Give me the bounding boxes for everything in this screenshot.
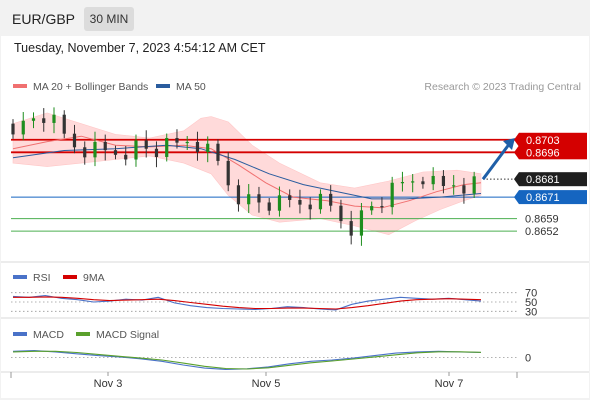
rsi-tick-label: 30: [525, 306, 537, 318]
x-axis: Nov 3 Nov 5 Nov 7: [10, 372, 518, 390]
macd-swatch: [13, 332, 27, 336]
rsi-swatch: [13, 275, 27, 279]
candle-body: [277, 195, 282, 211]
candle-body: [421, 181, 425, 185]
x-axis-label: Nov 7: [435, 378, 464, 390]
candle-body: [359, 210, 364, 236]
arrow-head: [503, 137, 515, 150]
candle-body: [113, 150, 118, 155]
candle-body: [441, 175, 446, 186]
candle-body: [308, 204, 312, 210]
candle-body: [11, 123, 15, 135]
candle-body: [134, 140, 138, 160]
copyright-text: Research © 2023 Trading Central: [424, 81, 581, 93]
candle-body: [247, 194, 251, 205]
resistance-level-label-pointer: [514, 145, 519, 160]
candle-body: [390, 182, 394, 208]
candle-body: [83, 147, 87, 158]
macd-signal-swatch: [76, 332, 90, 336]
rsi-tick-label: 70: [525, 288, 537, 300]
pivot-level-label-pointer: [514, 190, 519, 205]
toolbar: EUR/GBP 30 MIN: [1, 0, 590, 36]
symbol-label: EUR/GBP: [12, 11, 76, 27]
candle-body: [226, 160, 230, 186]
candle-body: [236, 185, 241, 205]
candle-body: [165, 137, 169, 157]
candle-body: [318, 193, 323, 210]
candle-body: [431, 175, 435, 185]
rsi-tick-label: 50: [525, 297, 537, 309]
resistance-level-label-pointer: [514, 132, 519, 147]
candle-body: [329, 193, 333, 206]
current-price-label-pointer: [514, 172, 519, 187]
candle-body: [349, 221, 353, 236]
ma50-legend: MA 50: [176, 81, 206, 93]
candle-body: [31, 118, 36, 121]
ma50-swatch: [156, 84, 170, 88]
candle-body: [21, 120, 25, 135]
x-axis-label: Nov 3: [94, 378, 123, 390]
rsi-ma-swatch: [63, 275, 77, 279]
candle-body: [370, 206, 374, 211]
pivot-level-label: 0.8671: [526, 192, 560, 204]
candle-body: [462, 185, 466, 194]
candle-body: [195, 141, 200, 152]
candle-body: [42, 118, 46, 123]
projection-arrow: [481, 142, 512, 181]
candle-body: [452, 185, 456, 187]
candle-body: [339, 205, 343, 222]
current-price-label: 0.8681: [526, 174, 560, 186]
candle-body: [124, 154, 128, 160]
candle-body: [298, 199, 302, 205]
candle-body: [216, 143, 220, 161]
support-level-label: 0.8652: [525, 226, 559, 238]
resistance-level-label-bg: [519, 132, 587, 147]
bollinger-band: [12, 112, 482, 236]
candle-body: [185, 141, 189, 144]
candle-body: [62, 114, 66, 134]
macd-tick-label: 0: [525, 353, 531, 365]
current-price-label-bg: [519, 172, 587, 187]
support-level-label: 0.8659: [525, 214, 559, 226]
resistance-level-label-bg: [519, 145, 587, 160]
candle-body: [72, 133, 77, 148]
candle-body: [411, 181, 415, 183]
candle-body: [472, 176, 476, 194]
resistance-level-label: 0.8703: [526, 135, 560, 147]
ma20-legend: MA 20 + Bollinger Bands: [33, 81, 148, 93]
rsi-ma-line: [13, 296, 482, 310]
timeframe-button[interactable]: 30 MIN: [84, 7, 134, 31]
resistance-level-label: 0.8696: [526, 147, 560, 159]
candle-body: [52, 114, 56, 123]
candle-body: [267, 202, 271, 211]
rsi-legend: RSI: [33, 272, 51, 284]
macd-panel: 0: [11, 350, 531, 370]
pivot-level-label-bg: [519, 190, 587, 205]
candle-body: [400, 182, 405, 184]
candle-body: [257, 194, 261, 203]
ma20-swatch: [13, 84, 27, 88]
macd-signal-line: [12, 350, 482, 370]
candle-body: [144, 140, 148, 149]
x-axis-label: Nov 5: [252, 378, 281, 390]
candle-body: [175, 137, 179, 143]
candle-body: [380, 206, 384, 208]
timestamp: Tuesday, November 7, 2023 4:54:12 AM CET: [14, 41, 266, 55]
rsi-line: [12, 294, 482, 311]
macd-legend: MACD: [33, 329, 64, 341]
candle-body: [154, 148, 159, 157]
candle-body: [93, 141, 97, 158]
macd-signal-legend: MACD Signal: [96, 329, 159, 341]
rsi-ma-legend: 9MA: [83, 272, 105, 284]
candle-body: [288, 195, 292, 200]
candle-body: [103, 141, 107, 151]
candle-body: [206, 143, 210, 152]
